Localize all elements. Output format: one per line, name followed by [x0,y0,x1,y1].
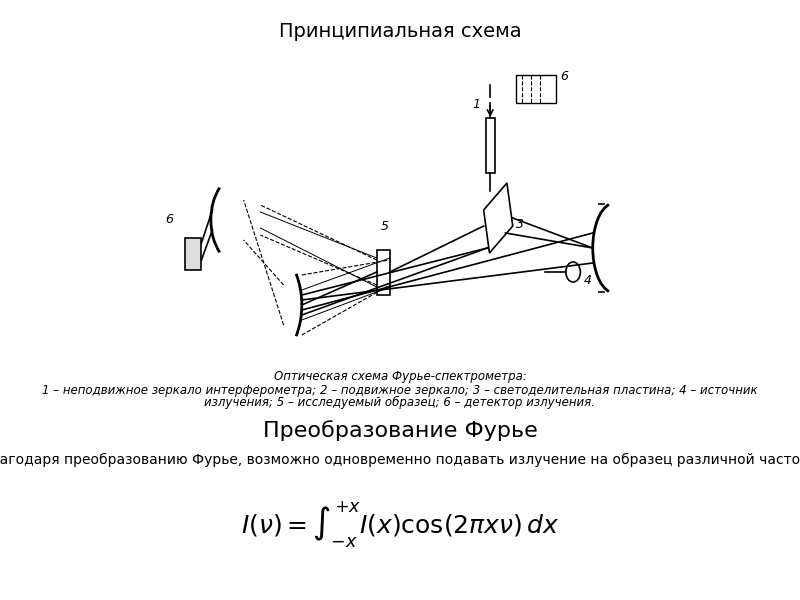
Bar [486,118,494,173]
Bar [186,238,202,270]
Text: $I(\nu) = \int_{-x}^{+x} I(x)\cos(2\pi x\nu)\,dx$: $I(\nu) = \int_{-x}^{+x} I(x)\cos(2\pi x… [241,500,559,550]
Text: 5: 5 [380,220,388,233]
Text: 3: 3 [516,218,524,231]
Text: 1 – неподвижное зеркало интерферометра; 2 – подвижное зеркало; 3 – светоделитель: 1 – неподвижное зеркало интерферометра; … [42,384,758,397]
Bar [516,75,556,103]
Text: 4: 4 [584,274,592,287]
Text: Оптическая схема Фурье-спектрометра:: Оптическая схема Фурье-спектрометра: [274,370,526,383]
Text: 1: 1 [473,98,481,111]
Text: Благодаря преобразованию Фурье, возможно одновременно подавать излучение на обра: Благодаря преобразованию Фурье, возможно… [0,453,800,467]
Text: Принципиальная схема: Принципиальная схема [278,22,522,41]
Text: излучения; 5 – исследуемый образец; 6 – детектор излучения.: излучения; 5 – исследуемый образец; 6 – … [205,396,595,409]
Polygon shape [484,183,513,253]
Text: 6: 6 [165,213,173,226]
Bar [377,250,390,295]
Text: 6: 6 [560,70,568,83]
Text: Преобразование Фурье: Преобразование Фурье [262,420,538,441]
